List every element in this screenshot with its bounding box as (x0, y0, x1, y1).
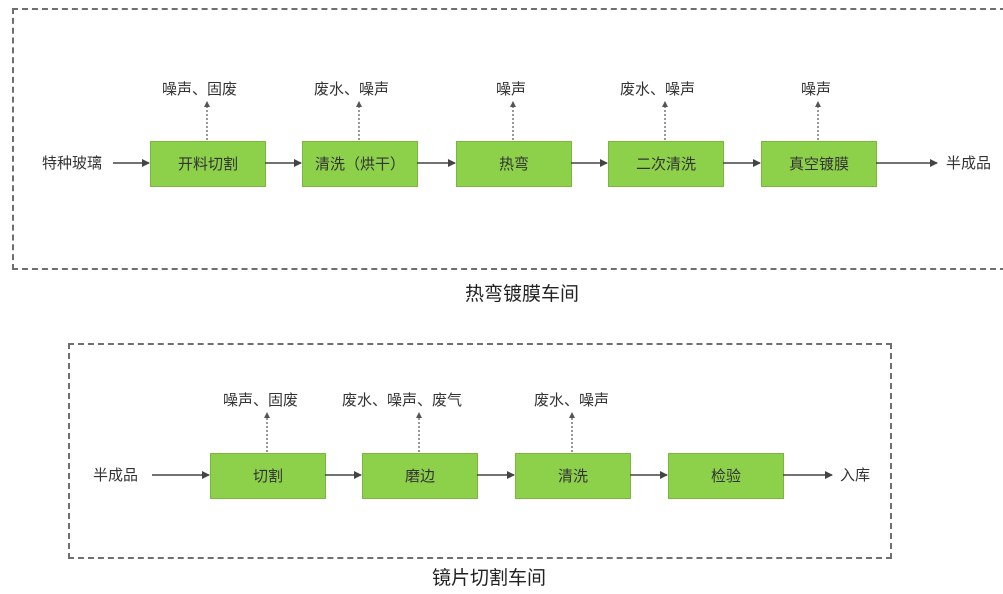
emission-label: 噪声 (496, 80, 527, 98)
emission-label: 噪声 (801, 80, 832, 98)
output-label: 半成品 (946, 154, 992, 172)
workshop-frame-lens-cutting (68, 343, 892, 559)
process-step-edging: 磨边 (362, 453, 478, 499)
output-label: 入库 (840, 466, 871, 484)
process-step-cutting: 切割 (210, 453, 326, 499)
workshop-caption-lens-cutting: 镜片切割车间 (432, 567, 547, 589)
emission-label: 废水、噪声 (534, 391, 610, 409)
emission-label: 噪声、固废 (162, 80, 238, 98)
emission-label: 废水、噪声 (314, 80, 390, 98)
process-step-washing: 清洗 (515, 453, 631, 499)
workshop-frame-hot-bending (12, 8, 1003, 270)
input-label: 特种玻璃 (42, 154, 103, 172)
process-step-hot-bending: 热弯 (456, 141, 572, 187)
emission-label: 废水、噪声 (620, 80, 696, 98)
emission-label: 噪声、固废 (223, 391, 299, 409)
process-step-second-washing: 二次清洗 (608, 141, 724, 187)
emission-label: 废水、噪声、废气 (342, 391, 463, 409)
process-step-inspection: 检验 (668, 453, 784, 499)
process-step-washing-drying: 清洗（烘干） (302, 141, 418, 187)
input-label: 半成品 (93, 466, 139, 484)
process-step-vacuum-coating: 真空镀膜 (761, 141, 877, 187)
workshop-caption-hot-bending: 热弯镀膜车间 (465, 283, 580, 305)
process-step-cutting: 开料切割 (150, 141, 266, 187)
